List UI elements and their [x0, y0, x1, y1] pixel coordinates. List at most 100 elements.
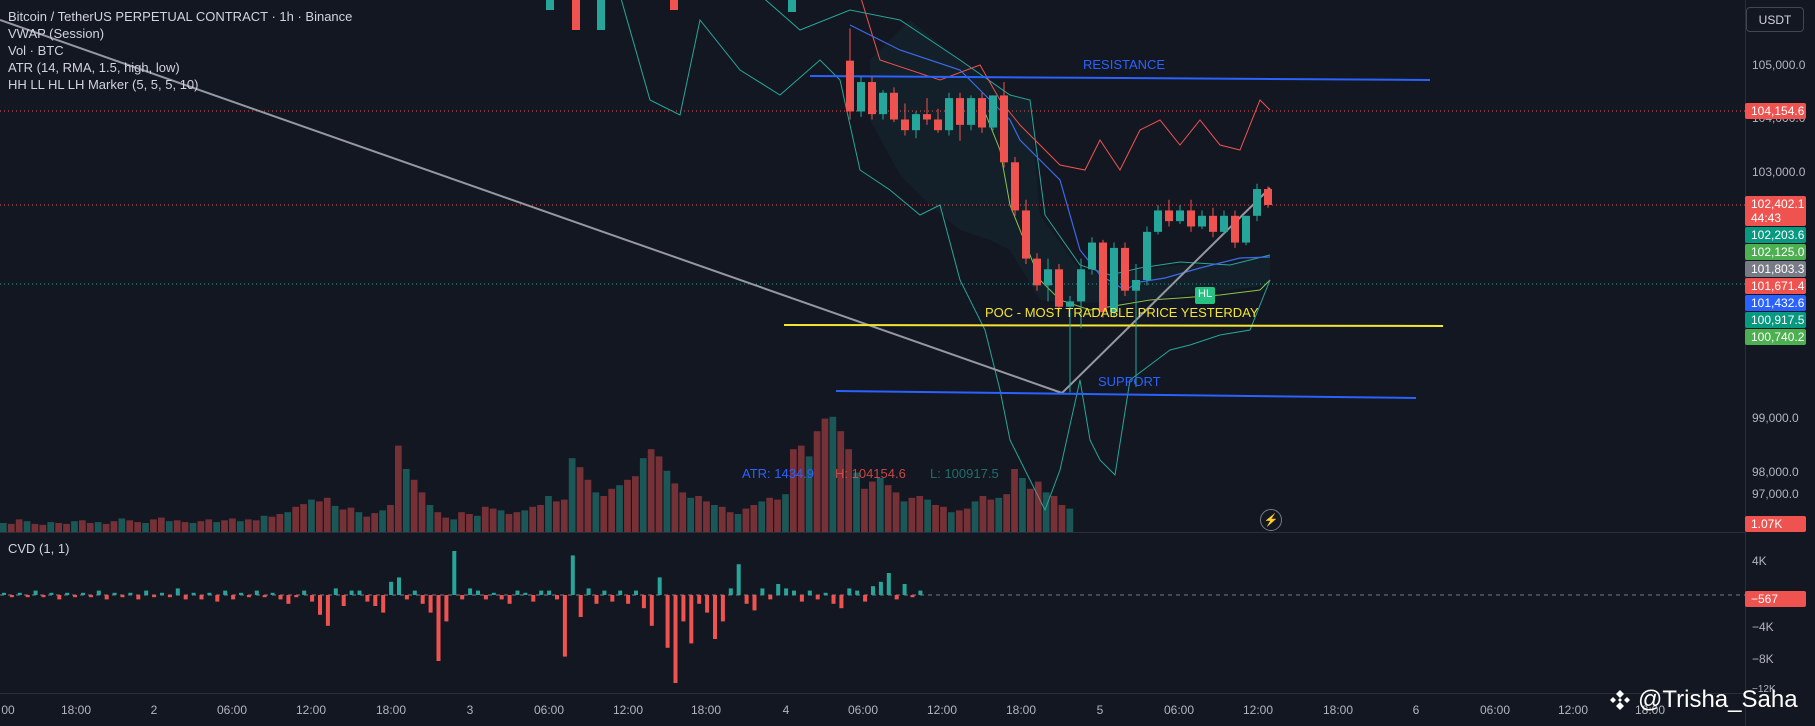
volume-bar	[1019, 478, 1026, 532]
resistance-line[interactable]	[809, 75, 1431, 81]
candle-body	[989, 95, 997, 128]
volume-bar	[197, 521, 205, 532]
volume-bar	[529, 506, 536, 532]
currency-button[interactable]: USDT	[1746, 7, 1804, 32]
candle-body	[1055, 269, 1063, 307]
volume-bar	[758, 501, 766, 532]
volume-bar	[600, 496, 608, 532]
volume-bar	[55, 523, 62, 532]
cvd-bar	[823, 592, 828, 595]
cvd-bar	[191, 592, 196, 595]
volume-bar	[971, 501, 979, 532]
volume-bar	[355, 512, 363, 532]
hl-marker-label: HL	[1198, 288, 1213, 300]
cvd-bar	[333, 588, 338, 595]
legend-vwap[interactable]: VWAP (Session)	[8, 26, 105, 41]
time-axis-label: 18:00	[1322, 703, 1354, 717]
price-tag-cvd: −567	[1745, 591, 1806, 607]
cvd-bar	[720, 595, 725, 622]
atr-middle-line	[979, 99, 1271, 311]
volume-bar	[481, 506, 489, 532]
volume-bar	[916, 496, 924, 532]
symbol-title[interactable]: Bitcoin / TetherUS PERPETUAL CONTRACT · …	[8, 9, 353, 24]
volume-bar	[63, 523, 70, 532]
time-axis-label: 12:00	[295, 703, 327, 717]
cvd-bar	[618, 590, 623, 595]
atr-value-label: ATR: 1434.9	[742, 466, 815, 481]
candle-body	[1253, 189, 1261, 216]
cvd-bar	[681, 595, 686, 622]
cvd-bar	[412, 590, 417, 595]
cvd-bar	[9, 595, 14, 598]
time-axis-label: 18:00	[690, 703, 722, 717]
volume-bar	[316, 501, 323, 532]
volume-bar	[560, 499, 568, 532]
volume-bar	[987, 499, 995, 532]
cvd-legend[interactable]: CVD (1, 1)	[8, 541, 70, 556]
volume-bar	[418, 492, 426, 532]
candle-body	[597, 0, 605, 30]
cvd-bar	[768, 595, 773, 600]
cvd-bar	[73, 595, 78, 598]
candle-series	[546, 0, 1272, 393]
volume-bar	[647, 449, 655, 532]
volume-bar	[869, 481, 876, 532]
volume-bar	[110, 521, 118, 532]
volume-bar	[711, 505, 718, 532]
volume-bar	[742, 508, 750, 532]
time-axis-label: 18:00	[1634, 703, 1666, 717]
volume-bar	[474, 515, 481, 532]
time-axis-label: 3	[466, 703, 474, 717]
cvd-bar	[325, 595, 330, 626]
candle-body	[788, 0, 796, 12]
cvd-bar	[199, 595, 204, 600]
volume-bar	[734, 514, 742, 532]
cvd-bar	[863, 595, 868, 602]
volume-bar	[205, 519, 213, 532]
volume-bar	[624, 479, 631, 532]
hl-marker-box	[1195, 287, 1215, 304]
cvd-bar	[278, 595, 283, 600]
volume-bar	[695, 496, 702, 532]
atr-upper-red-line	[861, 0, 1271, 171]
price-tag-green: 102,125.0	[1745, 244, 1806, 260]
cvd-bar	[49, 592, 54, 595]
volume-bar	[1027, 488, 1034, 532]
lightning-icon[interactable]: ⚡	[1260, 509, 1282, 531]
volume-bar	[221, 520, 228, 532]
low-value-label: L: 100917.5	[930, 466, 999, 481]
volume-bar	[165, 521, 173, 532]
cvd-bar	[381, 595, 386, 613]
price-tag-red: 101,671.4	[1745, 278, 1806, 294]
cvd-bar	[878, 581, 883, 595]
volume-bar	[948, 512, 955, 532]
price-tag-last-value: 102,402.1	[1751, 197, 1805, 211]
cvd-bar	[81, 592, 85, 595]
volume-bar	[323, 497, 331, 532]
volume-bar	[102, 523, 110, 532]
candle-body	[1220, 215, 1228, 232]
candle-body	[546, 0, 554, 10]
candle-body	[1000, 95, 1008, 163]
volume-bar	[276, 514, 284, 532]
poc-line[interactable]	[783, 324, 1444, 327]
volume-bar	[553, 501, 560, 532]
legend-atr[interactable]: ATR (14, RMA, 1.5, high, low)	[8, 60, 180, 75]
cvd-bar	[88, 595, 93, 598]
candle-body	[1209, 215, 1217, 232]
volume-bar	[395, 445, 402, 532]
cvd-bar	[112, 592, 117, 595]
time-axis-label: 12:00	[1242, 703, 1274, 717]
volume-bar	[924, 499, 931, 532]
support-line[interactable]	[835, 390, 1417, 399]
cvd-bar	[902, 584, 907, 595]
cvd-bar	[349, 590, 354, 595]
legend-volume[interactable]: Vol · BTC	[8, 43, 64, 58]
cvd-bar	[444, 595, 449, 622]
cvd-axis-label: −8K	[1752, 652, 1774, 666]
legend-marker[interactable]: HH LL HL LH Marker (5, 5, 5, 10)	[8, 77, 199, 92]
cvd-bar	[65, 592, 70, 595]
volume-bar	[458, 512, 465, 532]
cvd-bar	[96, 590, 101, 595]
